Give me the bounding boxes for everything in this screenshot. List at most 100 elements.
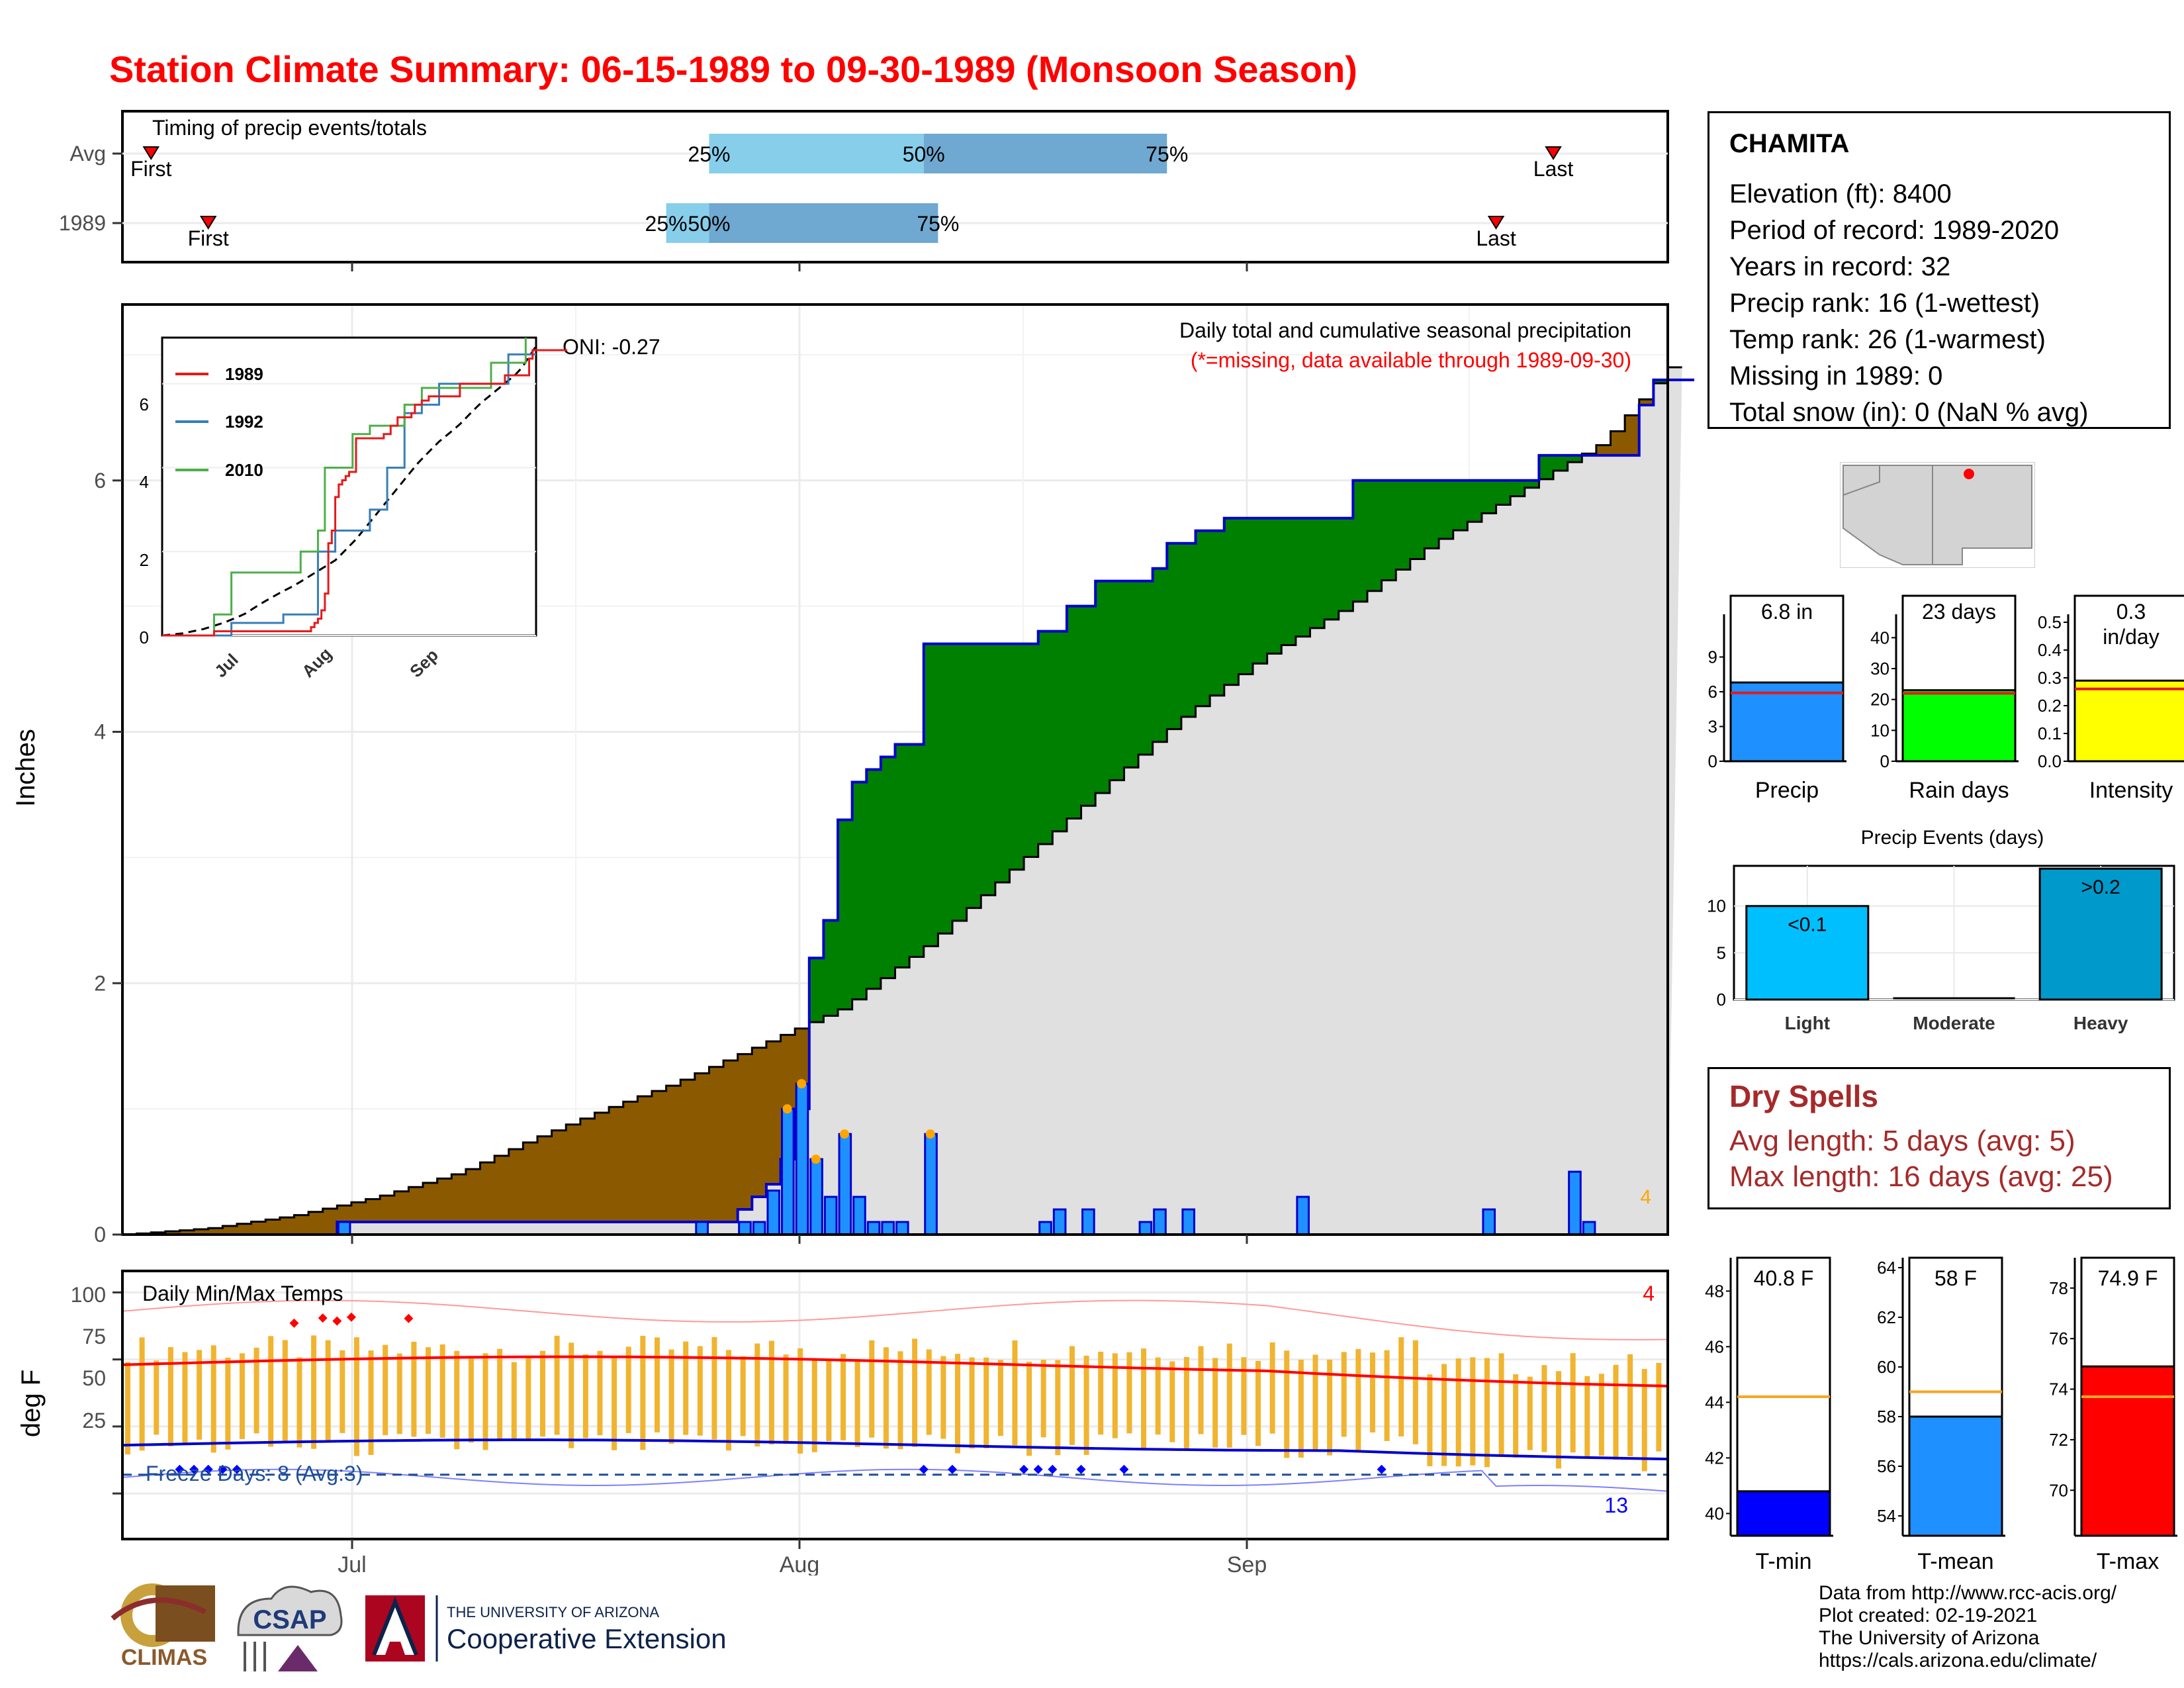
station-temp-rank: Temp rank: 26 (1-warmest) (1729, 325, 2046, 354)
daily-temp-bar (683, 1341, 689, 1435)
precip-legend-sub: (*=missing, data available through 1989-… (1191, 348, 1631, 372)
daily-temp-bar (997, 1360, 1003, 1436)
freeze-days-label: Freeze Days: 8 (Avg:3) (146, 1462, 363, 1485)
daily-temp-bar (353, 1337, 359, 1456)
record-high-marker (289, 1318, 299, 1328)
daily-temp-bar (954, 1354, 960, 1454)
record-low-marker (218, 1464, 228, 1474)
record-high-marker (332, 1316, 342, 1326)
temp-summary-label-T-mean: T-mean (1917, 1549, 1993, 1574)
timing-p50-label-1989: 50% (688, 212, 730, 236)
daily-temp-bar (1241, 1357, 1247, 1435)
departure-day-84 (1324, 518, 1340, 620)
departure-day-52 (866, 769, 882, 989)
timing-last-label-1989: Last (1476, 226, 1516, 250)
logos: CLIMAS CSAP THE UNIVERSITY OF ARIZONA Co… (111, 1583, 727, 1671)
departure-day-35 (623, 1102, 638, 1223)
credit-created: Plot created: 02-19-2021 (1819, 1605, 2038, 1626)
departure-day-69 (1109, 581, 1125, 780)
daily-temp-bar (340, 1350, 345, 1433)
mini-bar-tick-Rain days: 30 (1870, 659, 1889, 679)
daily-temp-bar (1327, 1359, 1333, 1456)
departure-day-53 (880, 757, 896, 978)
timing-first-marker-1989 (199, 216, 217, 230)
departure-day-101 (1567, 455, 1582, 463)
daily-temp-bar (125, 1362, 130, 1455)
departure-day-62 (1009, 643, 1024, 870)
daily-temp-bar (210, 1345, 216, 1453)
daily-precip-bar (752, 1221, 766, 1236)
daily-temp-bar (640, 1335, 646, 1450)
dry-spells-title: Dry Spells (1729, 1079, 1878, 1113)
dry-spells-box: Dry Spells Avg length: 5 days (avg: 5) M… (1707, 1067, 2171, 1209)
inset-series-1992 (162, 353, 536, 637)
departure-day-80 (1267, 518, 1282, 654)
departure-day-6 (208, 1228, 223, 1235)
departure-day-56 (923, 643, 938, 947)
temp-chart: 100 75 50 25 deg F Daily Min/Max Temps F… (17, 1270, 1669, 1575)
departure-day-3 (165, 1231, 181, 1235)
timing-p50-label-Avg: 50% (903, 142, 945, 166)
daily-temp-bar (1055, 1360, 1061, 1456)
timing-p75-label-1989: 75% (917, 212, 959, 236)
departure-day-43 (737, 1054, 752, 1210)
record-high-marker (346, 1312, 356, 1322)
timing-p75-label-Avg: 75% (1146, 142, 1188, 166)
departure-day-9 (251, 1221, 266, 1235)
mini-bar-value-Precip: 6.8 in (1761, 600, 1813, 624)
departure-day-66 (1066, 606, 1082, 819)
timing-last-label-Avg: Last (1533, 157, 1574, 181)
daily-precip-bar (795, 1082, 809, 1236)
temp-summary-label-T-max: T-max (2097, 1549, 2159, 1574)
daily-precip-bar (738, 1221, 752, 1236)
station-snow: Total snow (in): 0 (NaN % avg) (1729, 398, 2089, 427)
daily-temp-bar (497, 1348, 503, 1440)
station-location-dot (1964, 469, 1974, 479)
departure-day-17 (365, 1199, 381, 1223)
avg-max-temp-line (122, 1355, 1668, 1387)
departure-day-4 (179, 1230, 195, 1235)
temp-summary-tick-T-max: 72 (2049, 1430, 2068, 1450)
departure-day-38 (666, 1086, 681, 1223)
daily-temp-bar (525, 1358, 531, 1442)
events-bar-text-Light: <0.1 (1788, 914, 1827, 936)
departure-day-57 (938, 643, 953, 934)
daily-precip-bar (781, 1107, 795, 1236)
departure-day-10 (265, 1219, 281, 1235)
inset-ytick-2: 2 (140, 550, 149, 570)
departure-day-90 (1410, 480, 1426, 559)
timing-label: Timing of precip events/totals (152, 116, 427, 140)
station-precip-rank: Precip rank: 16 (1-wettest) (1729, 289, 2040, 318)
xtick-jul: Jul (338, 1552, 366, 1575)
timing-q50-q75-1989 (709, 203, 938, 243)
daily-temp-bar (1427, 1374, 1433, 1467)
departure-day-88 (1381, 480, 1396, 581)
daily-temp-bar (768, 1340, 774, 1445)
daily-temp-bar (1513, 1374, 1519, 1458)
daily-temp-bar (869, 1340, 875, 1438)
daily-temp-bar (1570, 1353, 1576, 1453)
station-info-box: CHAMITA Elevation (ft): 8400 Period of r… (1707, 111, 2171, 429)
mini-bar-tick-Rain days: 10 (1870, 720, 1889, 740)
departure-day-20 (408, 1187, 424, 1223)
temp-summary-tick-T-max: 74 (2049, 1380, 2068, 1399)
daily-temp-bar (1613, 1364, 1619, 1460)
daily-precip-bar (1038, 1221, 1052, 1236)
daily-temp-bar (1384, 1350, 1390, 1441)
precip-ylabel: Inches (11, 729, 40, 807)
daily-temp-bar (239, 1353, 245, 1439)
daily-temp-bar (912, 1338, 918, 1447)
record-low-marker (1048, 1464, 1058, 1474)
departure-day-27 (508, 1149, 523, 1223)
daily-temp-bar (783, 1354, 789, 1444)
record-high-marker (318, 1313, 328, 1323)
temp-summary-tick-T-min: 46 (1705, 1336, 1724, 1356)
mini-bar-tick-Intensity: 0.4 (2038, 640, 2062, 660)
precip-ytick: 4 (94, 720, 106, 744)
mini-bar-label-Rain days: Rain days (1909, 778, 2009, 803)
daily-temp-bar (1169, 1361, 1175, 1442)
daily-temp-bar (411, 1341, 417, 1437)
departure-day-95 (1481, 480, 1497, 514)
inset-legend-1992: 1992 (225, 412, 263, 432)
departure-day-65 (1052, 631, 1068, 831)
